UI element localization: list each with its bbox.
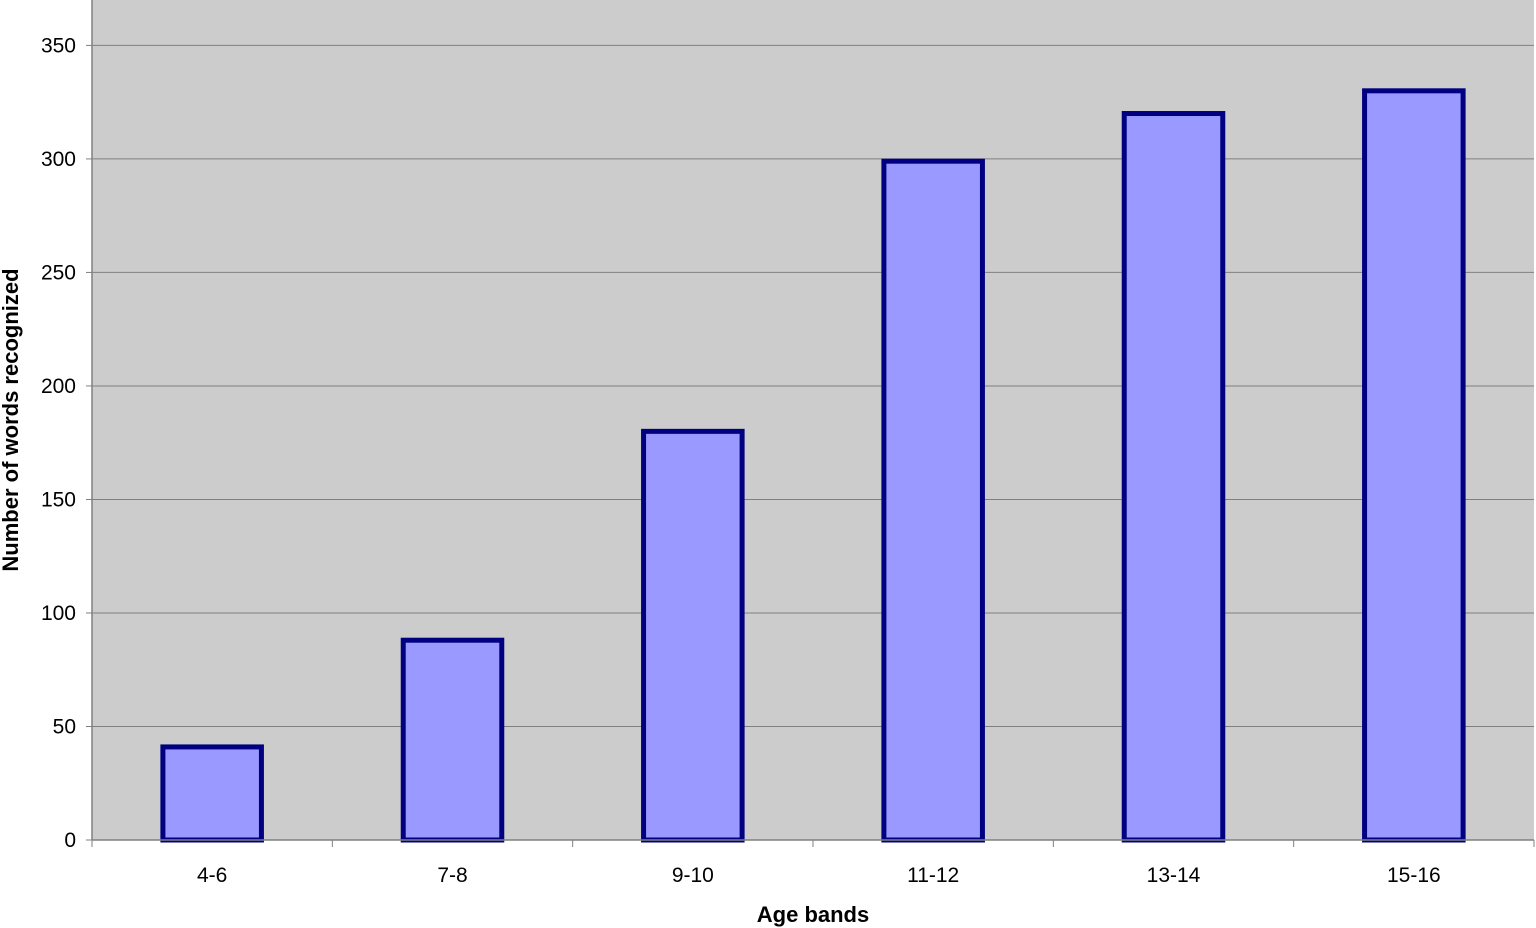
x-tick-label: 13-14 (1147, 864, 1201, 887)
bar-7-8 (400, 637, 505, 843)
y-tick-label: 100 (41, 602, 76, 625)
y-tick-labels: 0 50 100 150 200 250 300 350 (41, 34, 76, 852)
bar-9-10 (641, 428, 745, 843)
bar-11-12 (881, 158, 985, 843)
gridlines (92, 44, 1534, 727)
bars (160, 88, 1466, 843)
bar-15-16 (1362, 88, 1466, 843)
x-tick-labels: 4-6 7-8 9-10 11-12 13-14 15-16 (197, 864, 1441, 887)
y-tick-label: 250 (41, 261, 76, 284)
plot-area (92, 0, 1534, 840)
y-tick-label: 200 (41, 375, 76, 398)
x-tick-label: 9-10 (672, 864, 714, 887)
x-tick-label: 11-12 (907, 864, 959, 887)
axes (86, 0, 1535, 847)
bar-4-6 (160, 744, 264, 843)
bar-13-14 (1121, 111, 1226, 843)
x-tick-label: 7-8 (437, 864, 467, 887)
x-axis-title: Age bands (757, 902, 869, 927)
y-tick-label: 150 (41, 488, 76, 511)
x-tick-label: 4-6 (197, 864, 227, 887)
y-tick-label: 50 (53, 715, 76, 738)
y-axis-title: Number of words recognized (0, 268, 23, 571)
y-tick-label: 350 (41, 34, 76, 57)
x-tick-label: 15-16 (1387, 864, 1441, 887)
y-tick-label: 0 (64, 829, 76, 852)
y-tick-label: 300 (41, 148, 76, 171)
